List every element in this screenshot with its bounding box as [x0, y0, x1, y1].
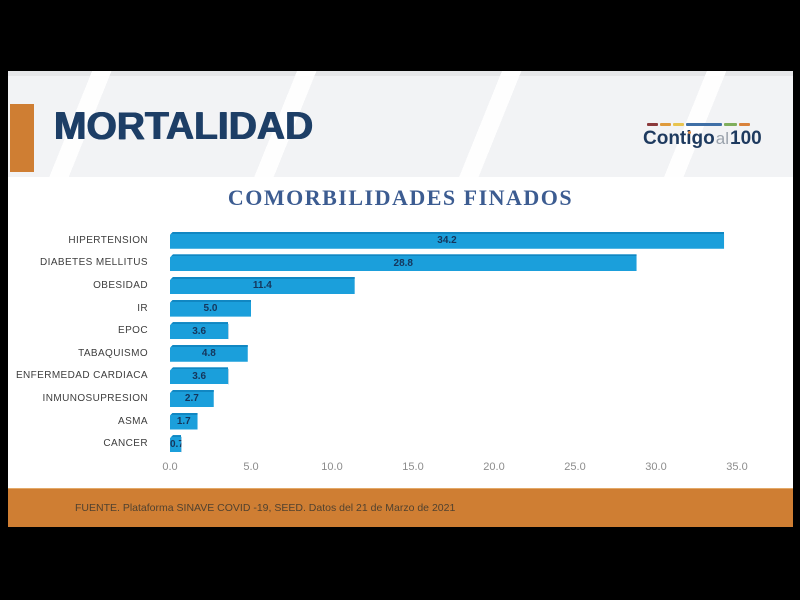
bar-3d-side [355, 273, 363, 296]
bar-value-label: 34.2 [437, 235, 457, 247]
logo-word-al: al [715, 129, 729, 148]
bar-track: 11.4 [170, 276, 793, 294]
chart-row: OBESIDAD 11.4 [8, 274, 793, 297]
chart-row: INMUNOSUPRESION 2.7 [8, 387, 793, 410]
bar: 34.2 [170, 231, 725, 249]
bar: 0.7 [170, 435, 184, 453]
bar-track: 2.7 [170, 389, 793, 407]
bar-3d-side [214, 386, 222, 409]
chart-row: DIABETES MELLITUS 28.8 [8, 252, 793, 275]
source-text: FUENTE. Plataforma SINAVE COVID -19, SEE… [75, 502, 456, 514]
bar-3d-side [724, 228, 732, 251]
bar: 11.4 [170, 276, 355, 294]
bar-track: 1.7 [170, 412, 793, 430]
bar-value-label: 4.8 [201, 348, 216, 360]
bar-3d-side [248, 341, 256, 364]
logo-word-100: 100 [730, 128, 762, 149]
logo-dash [647, 123, 658, 126]
chart-row: EPOC 3.6 [8, 319, 793, 342]
chart-plot-area: HIPERTENSION 34.2 DIABETES MELLITUS 28.8… [8, 229, 793, 473]
category-label: ASMA [118, 415, 148, 427]
presentation-slide: MORTALIDAD Contigoal100 COMORBILIDADES F… [8, 71, 793, 527]
bar-value-label: 5.0 [203, 303, 218, 315]
bar-value-label: 11.4 [252, 280, 272, 292]
category-label: IR [137, 302, 148, 314]
x-axis-tick: 10.0 [321, 461, 343, 473]
chart-row: ASMA 1.7 [8, 410, 793, 433]
page-title: MORTALIDAD [54, 105, 314, 148]
logo-word-part: Cont [643, 128, 687, 149]
bar: 4.8 [170, 344, 248, 362]
chart-title: COMORBILIDADES FINADOS [227, 185, 574, 210]
bar: 5.0 [170, 299, 251, 317]
chart-row: HIPERTENSION 34.2 [8, 229, 793, 252]
category-label: INMUNOSUPRESION [42, 392, 148, 404]
category-label: HIPERTENSION [68, 234, 148, 246]
category-label: EPOC [118, 325, 148, 337]
logo-dash [686, 123, 722, 126]
bar-value-label: 28.8 [393, 257, 413, 269]
x-axis-tick: 5.0 [243, 461, 259, 473]
bar-track: 4.8 [170, 344, 793, 362]
logo-dash [724, 123, 737, 126]
orange-accent-bar [10, 104, 34, 172]
logo-text: Contigoal100 [643, 128, 762, 149]
bar: 28.8 [170, 254, 637, 272]
category-label: CANCER [103, 438, 148, 450]
category-label: ENFERMEDAD CARDIACA [15, 370, 148, 382]
bar-rows: HIPERTENSION 34.2 DIABETES MELLITUS 28.8… [8, 229, 793, 455]
bar: 3.6 [170, 322, 229, 340]
x-axis-tick: 0.0 [162, 461, 178, 473]
bar: 2.7 [170, 389, 214, 407]
bar-3d-side [198, 409, 206, 432]
logo-dash [739, 123, 750, 126]
chart-row: ENFERMEDAD CARDIACA 3.6 [8, 365, 793, 388]
category-label: OBESIDAD [93, 279, 148, 291]
bar-track: 3.6 [170, 367, 793, 385]
bar-value-label: 3.6 [192, 325, 207, 337]
x-axis-tick: 25.0 [564, 461, 586, 473]
bar-3d-side [228, 319, 236, 342]
x-axis-tick: 20.0 [483, 461, 505, 473]
x-axis: 0.0 5.0 10.0 15.0 20.0 25.0 30.0 35.0 [162, 461, 747, 475]
logo-dash [660, 123, 671, 126]
bar-value-label: 3.6 [192, 370, 207, 382]
logo-word-part: igo [686, 128, 715, 149]
bar-3d-side [228, 364, 236, 387]
bar-track: 5.0 [170, 299, 793, 317]
bar-track: 0.7 [170, 435, 793, 453]
bar-value-label: 2.7 [184, 393, 199, 405]
category-label: DIABETES MELLITUS [40, 257, 148, 269]
bar-3d-side [637, 251, 645, 274]
bar-track: 34.2 [170, 231, 793, 249]
x-axis-tick: 35.0 [726, 461, 748, 473]
logo-dash [673, 123, 684, 126]
contigo-al-100-logo: Contigoal100 [643, 123, 762, 149]
logo-i-dot [688, 131, 691, 134]
bar-track: 28.8 [170, 254, 793, 272]
x-axis-tick: 30.0 [645, 461, 667, 473]
category-label: TABAQUISMO [78, 347, 148, 359]
bar-value-label: 1.7 [176, 416, 191, 428]
chart-row: CANCER 0.7 [8, 432, 793, 455]
bar-value-label: 0.7 [170, 438, 184, 450]
slide-header: MORTALIDAD Contigoal100 [8, 71, 793, 177]
bar: 1.7 [170, 412, 198, 430]
bar: 3.6 [170, 367, 229, 385]
bar-3d-side [251, 296, 259, 319]
bar-track: 3.6 [170, 322, 793, 340]
bar-chart: COMORBILIDADES FINADOS HIPERTENSION 34.2… [8, 177, 793, 488]
slide-footer: FUENTE. Plataforma SINAVE COVID -19, SEE… [8, 488, 793, 527]
x-axis-tick: 15.0 [402, 461, 424, 473]
logo-color-dashes [647, 123, 751, 126]
chart-row: TABAQUISMO 4.8 [8, 342, 793, 365]
chart-row: IR 5.0 [8, 297, 793, 320]
bar-3d-side [181, 432, 189, 455]
